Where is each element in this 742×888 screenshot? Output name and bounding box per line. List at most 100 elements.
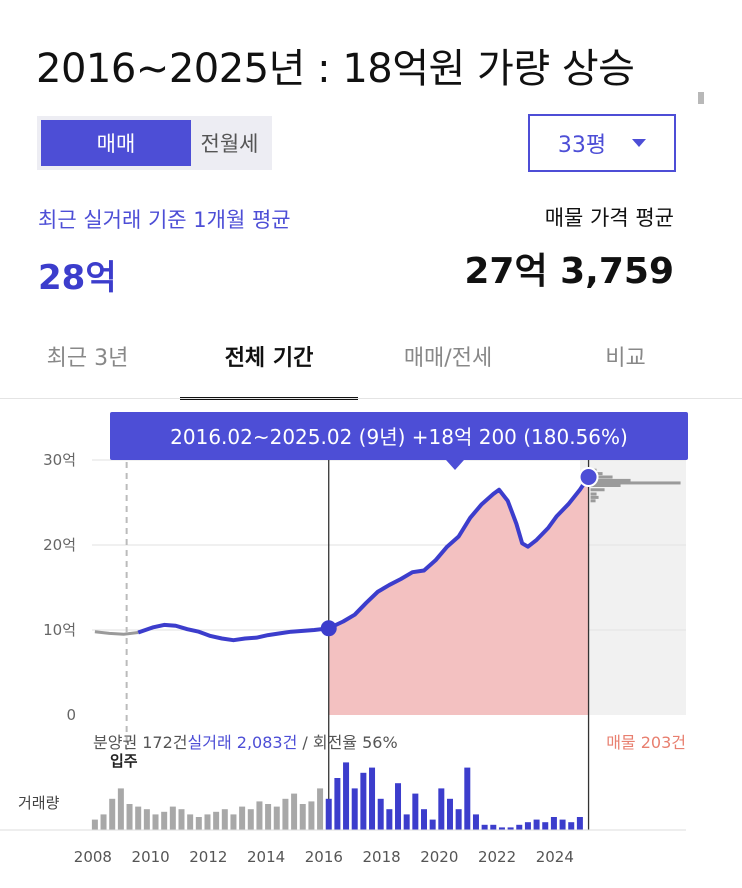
volume-bar (178, 809, 185, 830)
volume-bar (230, 814, 237, 830)
volume-bar (472, 814, 479, 830)
move-in-label: 입주 (110, 752, 138, 770)
volume-bar (498, 827, 505, 830)
y-axis-ticks: 0 10억 20억 30억 (43, 451, 76, 724)
scrollbar-thumb[interactable] (698, 92, 704, 104)
volume-bar (204, 814, 211, 830)
x-axis-ticks: 2008 2010 2012 2014 2016 2018 2020 2022 … (74, 848, 574, 866)
volume-bar (135, 806, 142, 830)
volume-bar (568, 822, 575, 830)
x-tick-label: 2008 (74, 848, 112, 866)
volume-bar (360, 772, 367, 830)
listing-histogram-bar (590, 478, 631, 482)
trade-type-toggle: 매매 전월세 (37, 116, 272, 170)
volume-bar (143, 809, 150, 830)
volume-bar (334, 778, 341, 830)
volume-bar (282, 798, 289, 830)
volume-bar (395, 783, 402, 830)
listing-histogram-bar (590, 475, 613, 479)
volume-bar (446, 798, 453, 830)
volume-bar (117, 788, 124, 830)
volume-bar (403, 814, 410, 830)
volume-bar (291, 793, 298, 830)
volume-bar (438, 788, 445, 830)
volume-bar (308, 801, 315, 830)
volume-bar (533, 819, 540, 830)
volume-bar (343, 762, 350, 830)
volume-bar (91, 819, 98, 830)
actual-trade-count: 실거래 2,083건 (188, 733, 298, 752)
volume-bar (559, 819, 566, 830)
range-end-dot[interactable] (578, 467, 599, 487)
x-tick-label: 2012 (189, 848, 227, 866)
size-select-dropdown[interactable]: 33평 (528, 114, 676, 172)
volume-bar (239, 806, 246, 830)
tooltip-text: 2016.02~2025.02 (9년) +18억 200 (180.56%) (170, 425, 628, 449)
volume-bar (421, 809, 427, 830)
volume-bar (187, 814, 194, 830)
x-tick-label: 2014 (247, 848, 285, 866)
toggle-rent-button[interactable]: 전월세 (200, 132, 259, 156)
listing-histogram-bar (590, 481, 681, 485)
listing-average-value: 27억 3,759 (464, 251, 674, 292)
tab-all-period[interactable]: 전체 기간 (180, 330, 358, 400)
volume-bar (524, 822, 531, 830)
size-select-value: 33평 (557, 133, 607, 158)
volume-bar (169, 806, 176, 830)
listing-histogram-bar (590, 492, 597, 496)
volume-bar (464, 767, 471, 830)
volume-bar (317, 788, 324, 830)
volume-bar (507, 827, 514, 830)
x-tick-label: 2022 (478, 848, 516, 866)
trade-summary: 분양권 172건실거래 2,083건 / 회전율 56% (93, 733, 398, 752)
volume-bar (152, 814, 159, 830)
listing-histogram-bar (590, 488, 605, 492)
listing-count: 매물 203건 (606, 733, 686, 752)
listing-histogram-bar (590, 495, 599, 499)
x-tick-label: 2016 (305, 848, 343, 866)
volume-bar (542, 822, 549, 830)
volume-bar (576, 817, 583, 830)
dropdown-caret-icon (632, 139, 647, 147)
volume-bar (100, 814, 107, 830)
page-headline: 2016~2025년 : 18억원 가량 상승 (36, 46, 635, 92)
volume-bar (550, 817, 557, 830)
volume-bar (273, 806, 280, 830)
recent-average-label: 최근 실거래 기준 1개월 평균 (38, 208, 291, 232)
x-tick-label: 2020 (420, 848, 458, 866)
volume-label: 거래량 (18, 794, 60, 812)
tab-compare[interactable]: 비교 (605, 346, 646, 371)
x-tick-label: 2024 (536, 848, 574, 866)
volume-bar (516, 824, 523, 830)
volume-bar (247, 809, 254, 830)
range-tooltip: 2016.02~2025.02 (9년) +18억 200 (180.56%) (110, 412, 688, 470)
price-line-before-range (94, 630, 139, 636)
x-tick-label: 2010 (132, 848, 170, 866)
volume-bar (481, 824, 488, 830)
volume-bar (325, 798, 332, 830)
price-chart[interactable]: 0 10억 20억 30억 2016.02~2025.02 (9년) +18억 … (0, 400, 742, 888)
tab-divider (0, 398, 742, 399)
y-tick-label: 0 (66, 706, 76, 724)
tab-sale-rent[interactable]: 매매/전세 (403, 346, 493, 371)
volume-bar (213, 811, 220, 830)
volume-bar (490, 824, 497, 830)
volume-bar (369, 767, 376, 830)
volume-bar (377, 798, 384, 830)
listing-histogram-bar (590, 499, 596, 503)
recent-average-value: 28억 (38, 258, 117, 298)
volume-bar (299, 804, 306, 830)
volume-bar (351, 788, 358, 830)
listing-average-label: 매물 가격 평균 (544, 206, 674, 230)
volume-bar (265, 804, 272, 830)
period-tabs: 최근 3년 전체 기간 매매/전세 비교 (0, 330, 742, 400)
turnover-rate: / 회전율 56% (297, 733, 397, 752)
volume-bar (429, 819, 436, 830)
toggle-sale-button[interactable]: 매매 (41, 120, 191, 166)
range-start-dot[interactable] (320, 620, 337, 637)
presale-count: 분양권 172건 (93, 733, 188, 752)
y-tick-label: 10억 (43, 621, 76, 639)
tab-recent-3y[interactable]: 최근 3년 (46, 346, 129, 371)
x-tick-label: 2018 (362, 848, 400, 866)
volume-bar (126, 804, 133, 830)
